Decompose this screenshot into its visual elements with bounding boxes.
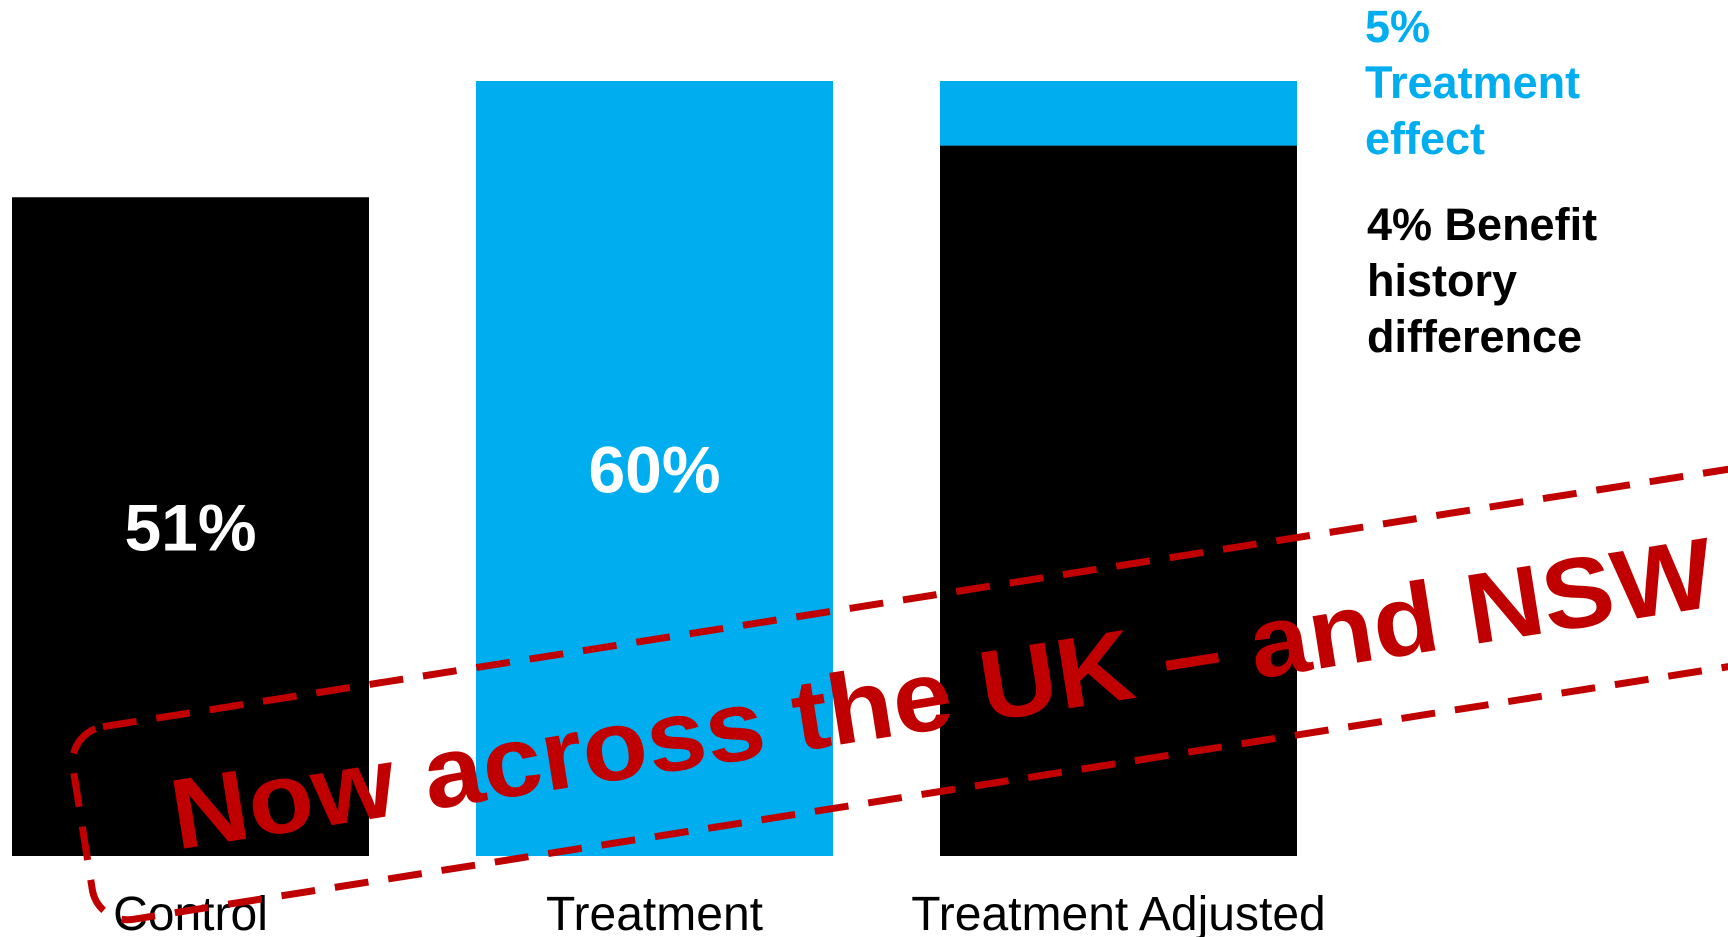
stamp-border [69,464,1728,924]
value-label-control: 51% [124,491,256,565]
bars-group [12,81,1297,857]
category-label-treatment: Treatment [546,888,763,937]
value-labels-group: 51% 60% [124,433,720,565]
benefit-history-annotation: 4% Benefit history difference [1367,199,1610,362]
value-label-treatment: 60% [588,433,720,507]
bar-treatment [476,81,833,856]
category-label-treatment-adjusted: Treatment Adjusted [911,888,1325,937]
bar-control [12,197,369,856]
category-labels-group: Control Treatment Treatment Adjusted [113,888,1326,937]
benefit-history-line-1: 4% Benefit [1367,199,1597,250]
treatment-effect-line-2: Treatment [1365,57,1580,108]
treatment-effect-line-1: 5% [1365,1,1430,52]
benefit-history-line-2: history [1367,255,1517,306]
bar-treatment-adjusted-top-segment [940,81,1297,146]
bar-treatment-adjusted-base [940,145,1297,857]
treatment-effect-line-3: effect [1365,113,1485,164]
treatment-effect-annotation: 5% Treatment effect [1365,1,1593,164]
benefit-history-line-3: difference [1367,311,1582,362]
